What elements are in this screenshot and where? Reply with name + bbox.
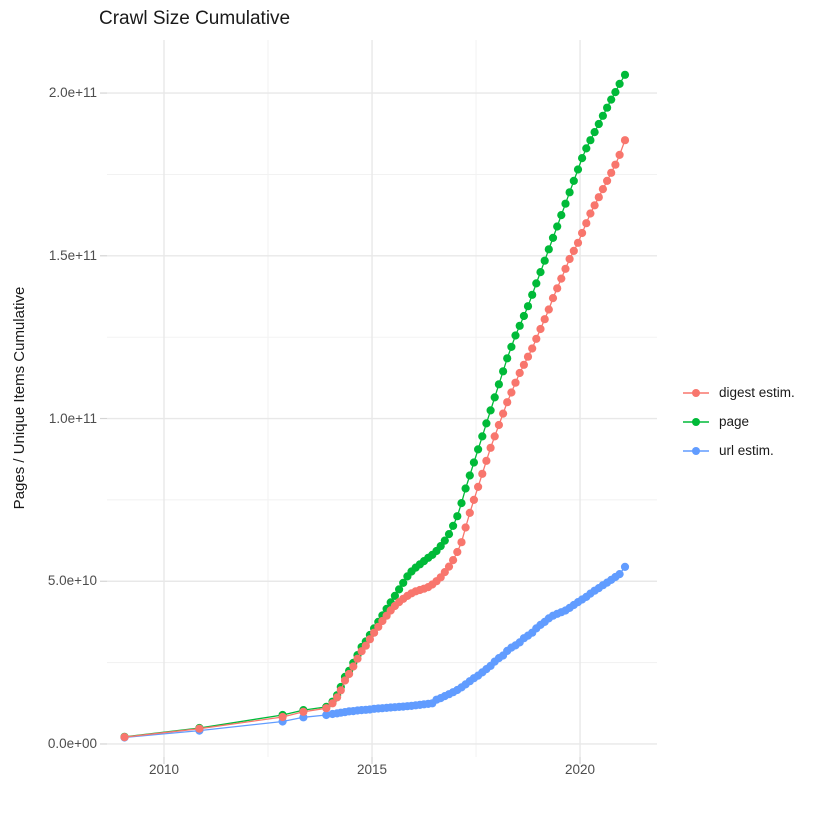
legend-label: digest estim. xyxy=(719,385,795,400)
grid-major xyxy=(107,40,657,757)
y-tick-label: 5.0e+10 xyxy=(47,573,97,588)
y-tick-label: 0.0e+00 xyxy=(47,736,97,751)
legend-label: url estim. xyxy=(719,443,774,458)
legend-key-page-icon xyxy=(683,417,709,426)
grid-minor xyxy=(107,40,657,757)
legend-key-digest-estim-icon xyxy=(683,388,709,397)
series-digest-estim xyxy=(120,136,630,742)
x-tick-label: 2010 xyxy=(148,762,180,777)
legend: digest estim. page url estim. xyxy=(682,378,795,465)
x-tick-label: 2020 xyxy=(564,762,596,777)
chart-title: Crawl Size Cumulative xyxy=(99,8,291,29)
axis-ticks xyxy=(100,92,581,764)
y-tick-label: 1.5e+11 xyxy=(48,248,97,263)
legend-item-digest-estim: digest estim. xyxy=(682,378,795,407)
series-page xyxy=(120,70,630,741)
x-tick-label: 2015 xyxy=(356,762,388,777)
y-tick-label: 2.0e+11 xyxy=(48,85,97,100)
y-tick-label: 1.0e+11 xyxy=(48,411,97,426)
legend-key-url-estim-icon xyxy=(683,446,709,455)
legend-item-page: page xyxy=(682,407,795,436)
legend-label: page xyxy=(719,414,750,429)
legend-item-url-estim: url estim. xyxy=(682,436,795,465)
series-url-estim xyxy=(120,562,630,742)
